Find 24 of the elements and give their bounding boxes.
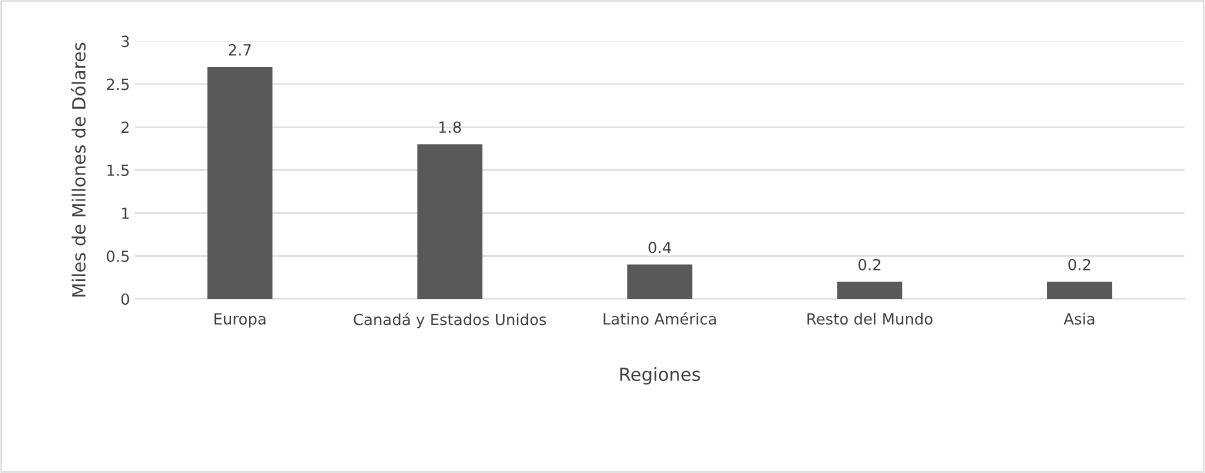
x-tick-label: Resto del Mundo bbox=[807, 312, 933, 325]
bar bbox=[837, 281, 903, 299]
data-label: 1.8 bbox=[439, 121, 461, 133]
y-tick-label: 2.5 bbox=[106, 78, 129, 91]
data-label: 0.4 bbox=[648, 241, 672, 254]
y-axis-title: Miles de Millones de Dólares bbox=[70, 42, 86, 297]
bar bbox=[207, 66, 273, 299]
y-tick-label: 0 bbox=[121, 293, 130, 305]
bar bbox=[627, 264, 693, 299]
y-tick-label: 2 bbox=[121, 121, 129, 133]
x-tick-label: Europa bbox=[214, 313, 266, 328]
x-tick-label: Latino América bbox=[603, 312, 716, 325]
y-tick-label: 1.5 bbox=[107, 164, 129, 177]
bar bbox=[1047, 281, 1113, 299]
data-label: 0.2 bbox=[1068, 258, 1091, 271]
y-tick-label: 3 bbox=[121, 35, 129, 48]
bar bbox=[417, 144, 483, 299]
x-tick-label: Asia bbox=[1063, 312, 1095, 325]
x-axis-title: Regiones bbox=[620, 367, 701, 385]
y-tick-label: 1 bbox=[122, 207, 129, 219]
y-tick-label: 0.5 bbox=[106, 250, 129, 262]
data-label: 0.2 bbox=[858, 258, 881, 271]
x-tick-label: Canadá y Estados Unidos bbox=[353, 312, 546, 329]
data-label: 2.7 bbox=[228, 44, 251, 56]
